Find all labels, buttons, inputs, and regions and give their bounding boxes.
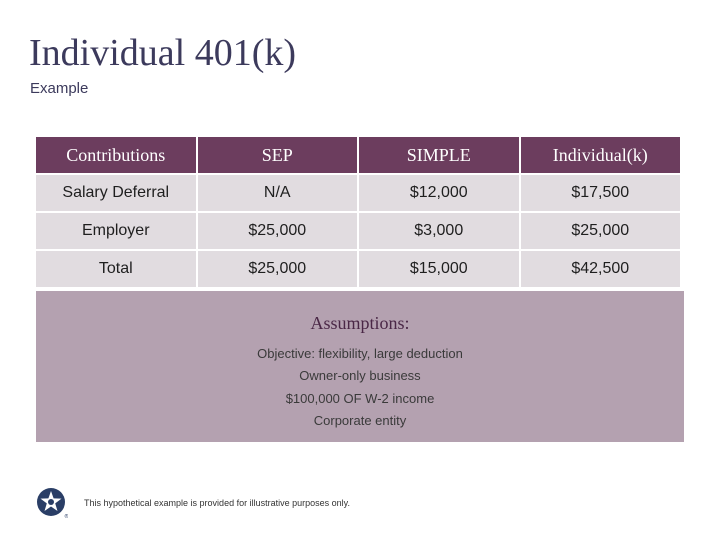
assumption-item: Objective: flexibility, large deduction [257, 345, 463, 361]
slide-title: Individual 401(k) [29, 32, 297, 74]
assumption-item: Corporate entity [313, 413, 407, 429]
table-row: Total $25,000 $15,000 $42,500 [36, 251, 680, 287]
slide-subtitle: Example [30, 80, 89, 97]
header-contributions: Contributions [36, 137, 196, 173]
table-header-row: Contributions SEP SIMPLE Individual(k) [36, 137, 680, 173]
table-cell: N/A [197, 175, 357, 211]
assumptions-heading: Assumptions: [310, 313, 410, 333]
table-cell: $15,000 [359, 251, 519, 287]
table-cell: $3,000 [359, 213, 519, 249]
table-cell: $17,500 [520, 175, 680, 211]
table-cell: $42,500 [520, 251, 680, 287]
assumption-item: $100,000 OF W-2 income [285, 390, 435, 406]
row-label: Salary Deferral [36, 175, 196, 211]
table-cell: $12,000 [359, 175, 519, 211]
svg-text:®: ® [64, 513, 68, 519]
header-individual-k: Individual(k) [520, 137, 680, 173]
table-row: Employer $25,000 $3,000 $25,000 [36, 213, 680, 249]
assumption-item: Owner-only business [299, 368, 421, 384]
assumptions-panel: Assumptions: Objective: flexibility, lar… [36, 291, 684, 442]
table-cell: $25,000 [197, 251, 357, 287]
header-simple: SIMPLE [359, 137, 519, 173]
row-label: Employer [36, 213, 196, 249]
star-circle-logo-icon: ® [36, 487, 69, 520]
comparison-table: Contributions SEP SIMPLE Individual(k) S… [34, 135, 682, 289]
table-row: Salary Deferral N/A $12,000 $17,500 [36, 175, 680, 211]
table-cell: $25,000 [197, 213, 357, 249]
table-cell: $25,000 [520, 213, 680, 249]
row-label: Total [36, 251, 196, 287]
disclaimer-footnote: This hypothetical example is provided fo… [84, 498, 350, 508]
header-sep: SEP [197, 137, 357, 173]
